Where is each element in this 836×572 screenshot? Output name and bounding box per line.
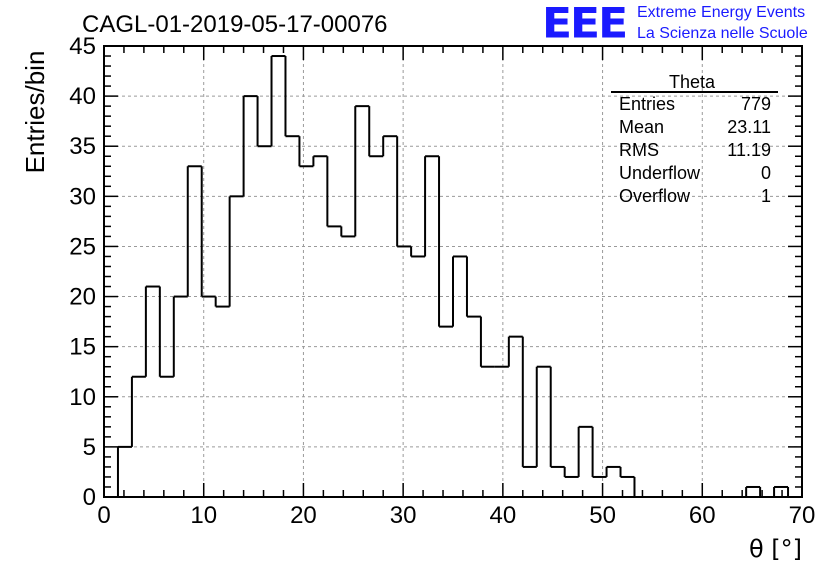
run-title: CAGL-01-2019-05-17-00076 bbox=[82, 11, 388, 38]
histogram-series bbox=[116, 55, 790, 497]
stats-box: Theta Entries 779 Mean 23.11 RMS 11.19 Underfl… bbox=[611, 72, 778, 206]
y-tick-label: 25 bbox=[69, 233, 96, 260]
stats-label: Entries bbox=[619, 94, 675, 114]
y-tick-label: 15 bbox=[69, 334, 96, 361]
x-tick-label: 30 bbox=[390, 502, 417, 529]
x-tick-label: 70 bbox=[789, 502, 816, 529]
y-tick-label: 20 bbox=[69, 284, 96, 311]
logo-line-2: La Scienza nelle Scuole bbox=[637, 25, 808, 42]
stats-label: Underflow bbox=[619, 163, 701, 183]
x-tick-label: 50 bbox=[589, 502, 616, 529]
x-tick-label: 0 bbox=[97, 502, 110, 529]
stats-title: Theta bbox=[669, 72, 716, 92]
x-tick-label: 20 bbox=[290, 502, 317, 529]
y-tick-label: 35 bbox=[69, 133, 96, 160]
stats-rows: Entries 779 Mean 23.11 RMS 11.19 Underflow 0 Ove… bbox=[619, 94, 771, 206]
y-tick-label: 5 bbox=[83, 434, 96, 461]
stats-value: 11.19 bbox=[727, 140, 771, 160]
stats-value: 0 bbox=[761, 163, 771, 183]
y-tick-label: 40 bbox=[69, 83, 96, 110]
stats-value: 779 bbox=[741, 94, 771, 114]
logo-line-1: Extreme Energy Events bbox=[637, 4, 806, 21]
stats-value: 23.11 bbox=[727, 117, 771, 137]
stats-label: RMS bbox=[619, 140, 659, 160]
y-tick-label: 30 bbox=[69, 183, 96, 210]
y-tick-label: 45 bbox=[69, 33, 96, 60]
stats-value: 1 bbox=[761, 186, 771, 206]
x-tick-label: 40 bbox=[490, 502, 517, 529]
plot-frame-rect bbox=[103, 45, 803, 498]
y-tick-label: 10 bbox=[69, 384, 96, 411]
x-tick-label: 10 bbox=[190, 502, 217, 529]
stats-label: Mean bbox=[619, 117, 664, 137]
y-axis-label: Entries/bin bbox=[20, 51, 50, 174]
plot-frame bbox=[103, 45, 803, 498]
axis-ticks bbox=[103, 45, 803, 498]
y-tick-label: 0 bbox=[83, 484, 96, 511]
eee-logo: EEE bbox=[542, 0, 628, 48]
stats-label: Overflow bbox=[619, 186, 691, 206]
x-axis-label: θ [°] bbox=[749, 535, 802, 563]
x-tick-label: 60 bbox=[689, 502, 716, 529]
